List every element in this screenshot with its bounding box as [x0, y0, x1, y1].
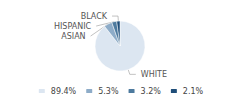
svg-text:HISPANIC: HISPANIC	[54, 22, 92, 31]
svg-text:ASIAN: ASIAN	[61, 32, 85, 41]
svg-text:3.2%: 3.2%	[141, 87, 162, 96]
svg-text:89.4%: 89.4%	[51, 87, 77, 96]
svg-text:5.3%: 5.3%	[98, 87, 119, 96]
svg-text:BLACK: BLACK	[81, 12, 108, 21]
svg-text:WHITE: WHITE	[141, 70, 167, 79]
svg-text:2.1%: 2.1%	[183, 87, 204, 96]
